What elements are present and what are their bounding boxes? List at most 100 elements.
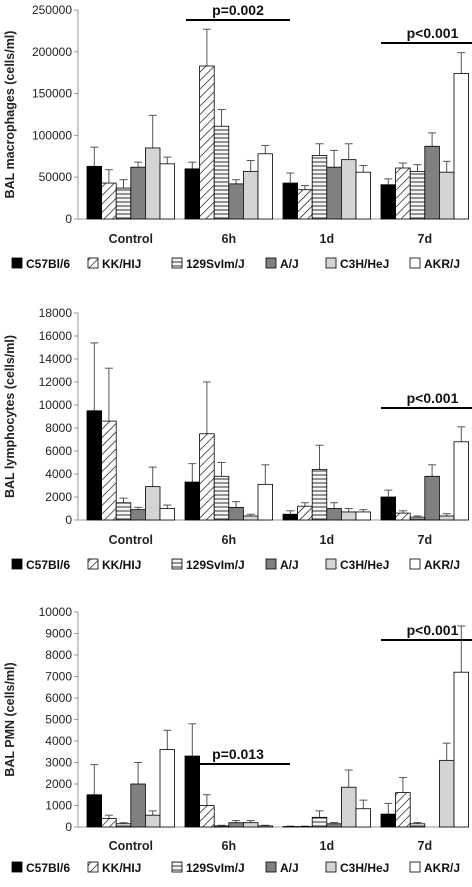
y-tick-label: 9000 xyxy=(45,627,72,641)
bar xyxy=(298,190,313,219)
legend-swatch xyxy=(172,559,182,569)
bar xyxy=(298,506,313,520)
bar xyxy=(200,66,215,219)
y-axis-label: BAL macrophages (cells/ml) xyxy=(3,31,17,199)
legend-label: 129SvIm/J xyxy=(186,257,245,271)
macrophages-chart-svg: BAL macrophages (cells/ml)05000010000015… xyxy=(0,0,472,285)
y-tick-label: 4000 xyxy=(45,734,72,748)
category-label: 7d xyxy=(418,232,433,246)
category-label: Control xyxy=(109,232,153,246)
y-tick-label: 200000 xyxy=(32,45,72,59)
y-tick-label: 7000 xyxy=(45,670,72,684)
y-tick-label: 4000 xyxy=(45,467,72,481)
bar xyxy=(454,74,469,219)
category-label: 1d xyxy=(320,839,335,853)
y-tick-label: 0 xyxy=(65,820,72,834)
bar xyxy=(116,824,131,827)
legend-swatch xyxy=(88,862,98,872)
bar xyxy=(200,806,215,828)
bar xyxy=(214,826,229,827)
bar xyxy=(439,516,454,520)
y-tick-label: 5000 xyxy=(45,713,72,727)
y-tick-label: 1000 xyxy=(45,799,72,813)
bar xyxy=(229,507,244,520)
legend-label: KK/HIJ xyxy=(102,861,141,875)
bar xyxy=(327,824,342,827)
y-tick-label: 2000 xyxy=(45,490,72,504)
p-value-label: p<0.001 xyxy=(407,622,459,638)
legend-swatch xyxy=(410,559,420,569)
bar xyxy=(381,814,396,827)
legend-label: C57Bl/6 xyxy=(26,861,70,875)
bar xyxy=(214,476,229,520)
bar xyxy=(87,166,102,219)
legend-swatch xyxy=(266,862,276,872)
p-value-label: p=0.013 xyxy=(212,746,264,762)
bar xyxy=(243,171,258,219)
bar xyxy=(327,509,342,521)
bar xyxy=(396,513,411,520)
legend-label: 129SvIm/J xyxy=(186,861,245,875)
bar xyxy=(102,818,117,827)
bar xyxy=(185,482,200,520)
pmn-chart-svg: BAL PMN (cells/ml)0100020003000400050006… xyxy=(0,588,472,882)
bar xyxy=(439,760,454,827)
category-label: 6h xyxy=(222,232,237,246)
bar xyxy=(425,476,440,520)
bar xyxy=(185,756,200,827)
bar xyxy=(312,817,327,827)
y-tick-label: 0 xyxy=(65,513,72,527)
legend-label: C57Bl/6 xyxy=(26,558,70,572)
legend-label: AKR/J xyxy=(424,558,460,572)
legend-swatch xyxy=(410,862,420,872)
legend-label: A/J xyxy=(280,861,299,875)
bar xyxy=(258,484,273,520)
legend-swatch xyxy=(266,559,276,569)
bar xyxy=(102,183,117,219)
legend-swatch xyxy=(88,258,98,268)
bar xyxy=(243,823,258,827)
bar xyxy=(356,172,371,219)
bar xyxy=(283,514,298,520)
category-label: 6h xyxy=(222,533,237,547)
legend-label: C3H/HeJ xyxy=(340,861,389,875)
legend-swatch xyxy=(88,559,98,569)
bar xyxy=(200,434,215,520)
y-tick-label: 8000 xyxy=(45,421,72,435)
p-value-label: p=0.002 xyxy=(212,2,264,18)
bar xyxy=(131,784,146,827)
bar xyxy=(381,185,396,219)
bar xyxy=(312,155,327,219)
bar xyxy=(439,172,454,219)
y-tick-label: 150000 xyxy=(32,87,72,101)
bar xyxy=(145,487,160,520)
legend-swatch xyxy=(326,258,336,268)
bar xyxy=(116,188,131,219)
bar xyxy=(160,750,175,827)
bar xyxy=(341,160,356,219)
y-tick-label: 18000 xyxy=(39,306,73,320)
bar xyxy=(160,164,175,219)
bar xyxy=(341,787,356,827)
bar xyxy=(454,672,469,827)
y-tick-label: 250000 xyxy=(32,3,72,17)
bar xyxy=(312,469,327,520)
bar xyxy=(341,512,356,520)
y-tick-label: 12000 xyxy=(39,375,73,389)
y-tick-label: 14000 xyxy=(39,352,73,366)
legend-label: A/J xyxy=(280,257,299,271)
legend-label: C57Bl/6 xyxy=(26,257,70,271)
legend-swatch xyxy=(12,559,22,569)
legend-swatch xyxy=(12,258,22,268)
category-label: Control xyxy=(109,839,153,853)
bar xyxy=(454,442,469,520)
legend-swatch xyxy=(172,862,182,872)
legend-label: 129SvIm/J xyxy=(186,558,245,572)
bar xyxy=(243,516,258,520)
bar xyxy=(87,795,102,827)
y-tick-label: 10000 xyxy=(39,398,73,412)
p-value-label: p<0.001 xyxy=(407,390,459,406)
